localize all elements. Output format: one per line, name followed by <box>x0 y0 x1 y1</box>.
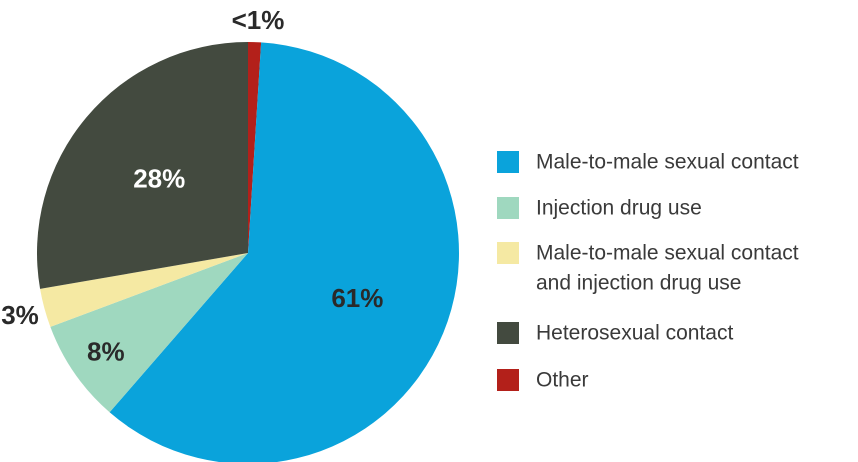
slice-label-3: 28% <box>133 163 185 193</box>
pie-slices <box>36 42 459 462</box>
legend-label-3-0: Heterosexual contact <box>536 322 733 345</box>
legend-label-4-0: Other <box>536 369 589 392</box>
legend-swatch-0 <box>497 151 519 173</box>
pie-slice-2 <box>40 253 249 327</box>
legend-label-2-0: Male-to-male sexual contact <box>536 242 799 265</box>
pie-slice-3 <box>36 42 248 289</box>
legend: Male-to-male sexual contact Injection dru… <box>497 151 799 392</box>
pie-slice-4 <box>248 42 262 253</box>
slice-label-2: 3% <box>1 300 39 330</box>
legend-label-1-0: Injection drug use <box>536 197 702 220</box>
legend-label-0-0: Male-to-male sexual contact <box>536 151 799 174</box>
legend-swatch-1 <box>497 197 519 219</box>
pie-slice-1 <box>50 253 248 413</box>
legend-swatch-3 <box>497 322 519 344</box>
legend-swatch-2 <box>497 242 519 264</box>
legend-swatch-4 <box>497 369 519 391</box>
slice-label-0: 61% <box>331 283 383 313</box>
slice-label-1: 8% <box>87 337 125 367</box>
pie-slice-0 <box>109 42 459 462</box>
legend-label-2-1: and injection drug use <box>536 272 741 295</box>
slice-labels: <1% 61% 8% 3% 28% <box>1 5 383 367</box>
slice-label-4: <1% <box>232 5 285 35</box>
